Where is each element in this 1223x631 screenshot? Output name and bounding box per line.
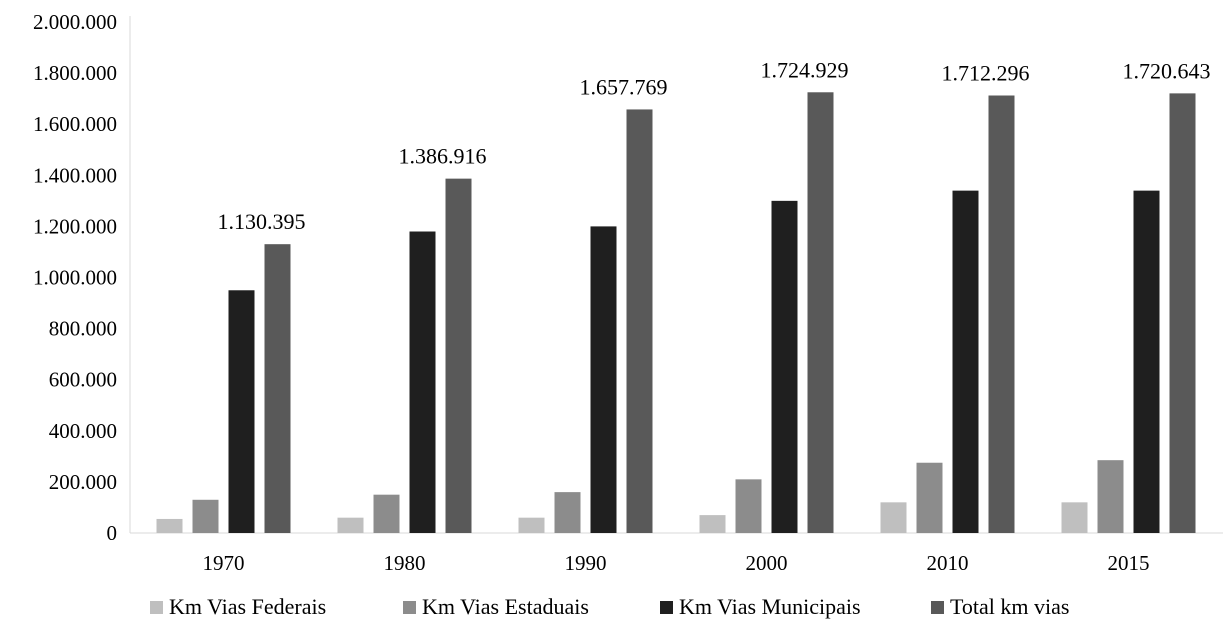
bar-total-km-vias (626, 109, 653, 534)
bar-km-vias-federais (518, 517, 545, 533)
legend-label-federais: Km Vias Federais (169, 594, 327, 619)
bar-total-km-vias (988, 95, 1015, 534)
bar-km-vias-municipais (590, 226, 617, 533)
y-tick-label: 2.000.000 (33, 10, 117, 34)
bar-km-vias-federais (699, 515, 726, 533)
bar-km-vias-municipais (228, 290, 255, 533)
y-tick-label: 1.600.000 (33, 112, 117, 136)
y-tick-label: 1.200.000 (33, 214, 117, 238)
bar-total-km-vias (807, 92, 834, 533)
bar-km-vias-estaduais (1097, 460, 1124, 533)
x-tick-label: 1990 (565, 551, 607, 575)
bar-km-vias-estaduais (373, 494, 400, 533)
data-label-total: 1.720.643 (1123, 58, 1211, 83)
bar-km-vias-municipais (409, 231, 436, 533)
legend-swatch-estaduais (403, 600, 416, 614)
y-tick-label: 400.000 (49, 419, 117, 443)
y-tick-label: 200.000 (49, 470, 117, 494)
bar-km-vias-estaduais (554, 492, 581, 533)
data-label-total: 1.724.929 (761, 57, 849, 82)
data-label-total: 1.130.395 (218, 209, 306, 234)
y-tick-label: 1.400.000 (33, 163, 117, 187)
legend-item-federais: Km Vias Federais (150, 594, 326, 620)
x-tick-label: 1980 (384, 551, 426, 575)
legend-label-municipais: Km Vias Municipais (679, 594, 861, 619)
y-tick-label: 1.000.000 (33, 266, 117, 290)
data-label-total: 1.712.296 (942, 61, 1030, 86)
bar-km-vias-municipais (1133, 190, 1160, 533)
bar-total-km-vias (1169, 93, 1196, 533)
bar-km-vias-estaduais (735, 479, 762, 533)
legend-item-estaduais: Km Vias Estaduais (403, 594, 589, 620)
y-tick-label: 800.000 (49, 317, 117, 341)
x-tick-label: 2010 (927, 551, 969, 575)
legend-label-total: Total km vias (950, 594, 1070, 619)
bar-total-km-vias (445, 178, 472, 534)
x-tick-label: 1970 (203, 551, 245, 575)
bar-km-vias-federais (1061, 502, 1088, 533)
data-label-total: 1.386.916 (399, 144, 487, 169)
x-tick-label: 2015 (1108, 551, 1150, 575)
x-tick-label: 2000 (746, 551, 788, 575)
y-tick-label: 600.000 (49, 368, 117, 392)
legend-swatch-total (931, 600, 944, 614)
bar-km-vias-federais (880, 502, 907, 533)
bar-km-vias-estaduais (916, 462, 943, 533)
legend-swatch-federais (150, 600, 163, 614)
bar-chart: 0 200.000 400.000 600.000 800.000 1.000.000 1.… (33, 10, 1223, 575)
bar-km-vias-federais (337, 517, 364, 533)
bar-km-vias-municipais (952, 190, 979, 533)
legend-label-estaduais: Km Vias Estaduais (422, 594, 589, 619)
legend-item-municipais: Km Vias Municipais (660, 594, 861, 620)
data-label-total: 1.657.769 (580, 74, 668, 99)
bar-km-vias-municipais (771, 200, 798, 533)
y-tick-label: 0 (107, 521, 118, 545)
bar-km-vias-estaduais (192, 499, 219, 533)
legend-swatch-municipais (660, 600, 673, 614)
legend-item-total: Total km vias (931, 594, 1069, 620)
legend: Km Vias Federais Km Vias Estaduais Km Vi… (0, 594, 1223, 628)
bar-total-km-vias (264, 244, 291, 533)
y-tick-label: 1.800.000 (33, 61, 117, 85)
bar-km-vias-federais (156, 518, 183, 533)
